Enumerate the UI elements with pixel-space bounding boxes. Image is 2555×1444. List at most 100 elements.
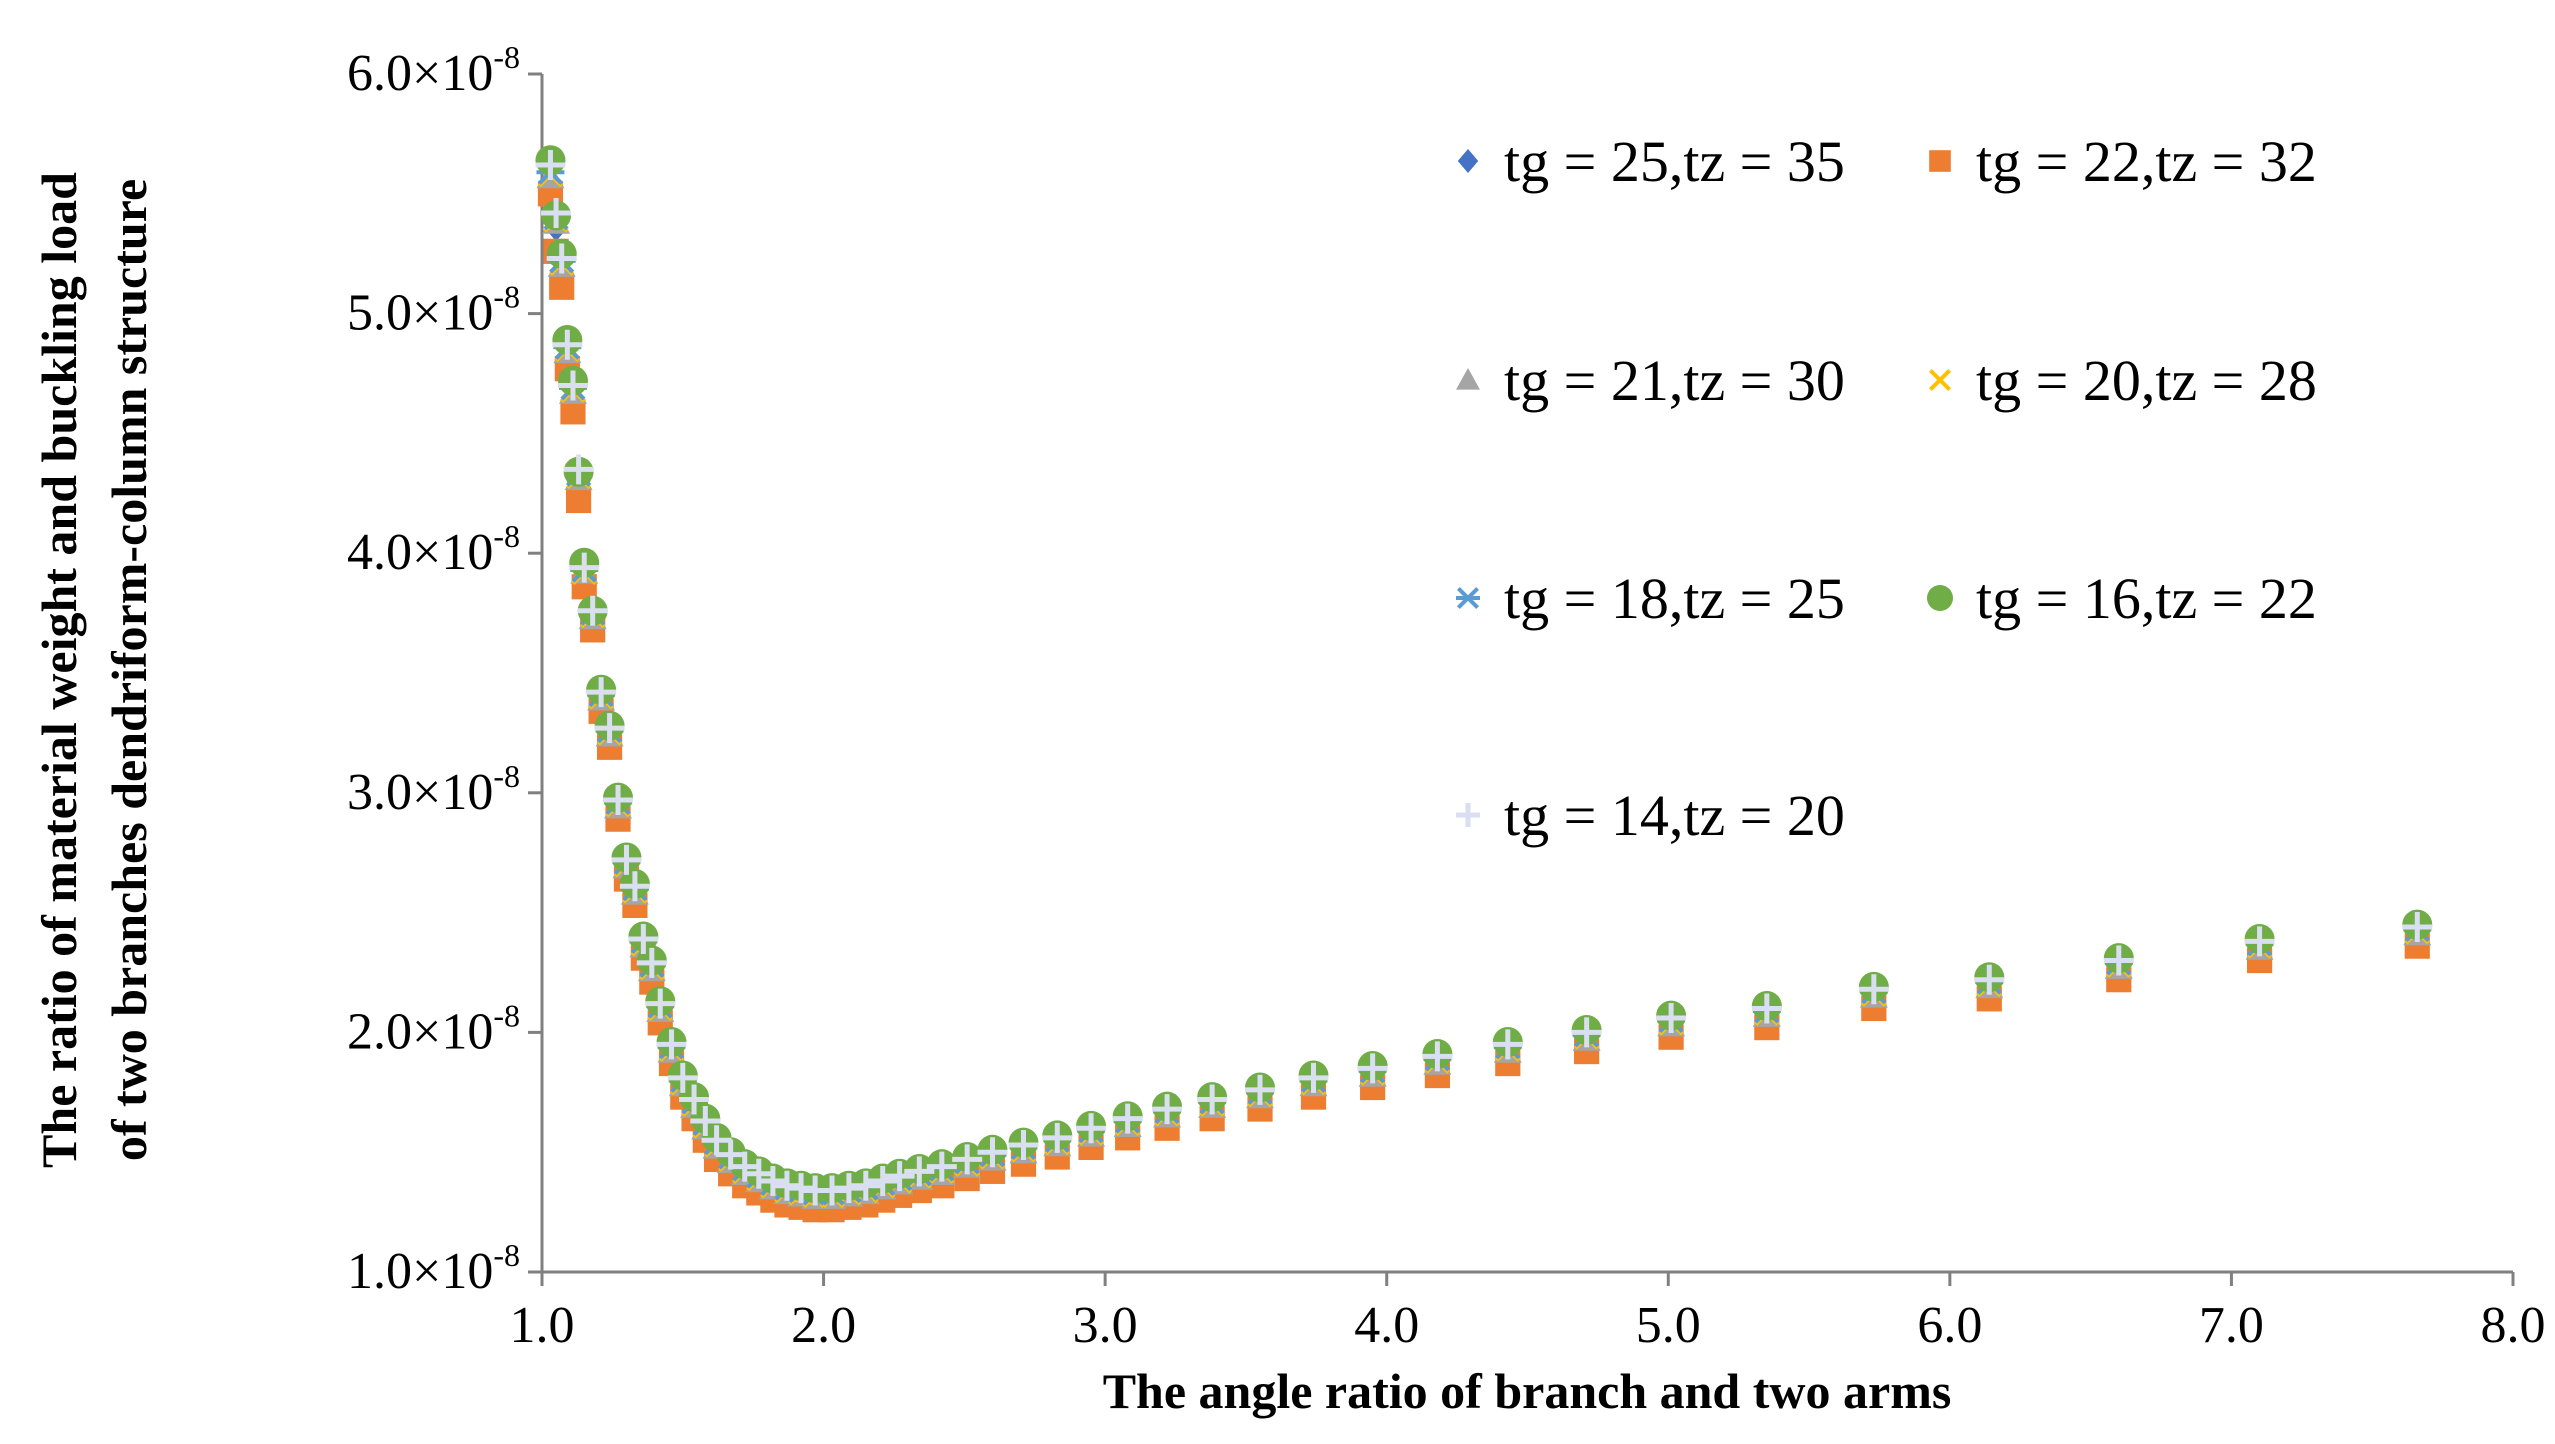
data-point [729,1151,760,1182]
data-point [1008,1130,1039,1161]
data-point [1751,993,1782,1024]
data-point [656,1029,687,1060]
data-point [586,677,617,708]
data-point [1112,1103,1143,1134]
x-tick-label: 7.0 [2199,1297,2264,1354]
data-points [535,145,2433,1223]
x-tick-label: 1.0 [510,1297,575,1354]
y-tick-label: 2.0×10-8 [347,997,520,1060]
data-point [679,1084,710,1115]
data-point [667,1062,698,1093]
data-point [977,1137,1008,1168]
y-tick-label: 3.0×10-8 [347,758,520,821]
data-point [552,329,583,360]
x-tick-label: 6.0 [1917,1297,1982,1354]
data-point [1571,1017,1602,1048]
y-axis-title-line-1: The ratio of material weight and bucklin… [31,172,87,1168]
data-point [535,150,566,181]
data-point [566,487,592,514]
data-point [1197,1084,1228,1115]
data-point [549,274,575,300]
series-square [537,181,2430,1223]
data-point [743,1158,774,1189]
data-point [594,713,625,744]
data-point [577,595,608,626]
data-point [2244,926,2275,957]
legend: tg = 25,tz = 35 tg = 22,tz = 32 tg = 21,tz… [1456,129,2317,848]
legend-marker-triangle [1456,368,1480,390]
legend-marker-circle [1927,585,1953,611]
x-tick-label: 5.0 [1636,1297,1701,1354]
series-triangle [536,163,2432,1209]
data-point [2103,945,2134,976]
series-star [536,159,2432,1206]
ticks [528,72,2515,1286]
data-point [645,988,676,1019]
data-point [2402,911,2433,942]
legend-item: tg = 18,tz = 25 [1456,566,1845,631]
data-point [1656,1003,1687,1034]
axes [540,74,2513,1274]
series-x [537,162,2430,1208]
legend-marker-square [1929,150,1951,172]
tick-labels: 1.0 2.0 3.0 4.0 5.0 6.0 7.0 8.0 1.0×10-8 2.0×10-8… [347,39,2545,1354]
series-plus [535,150,2433,1206]
data-point [1974,964,2005,995]
data-point [569,552,600,583]
data-point [563,454,594,485]
legend-label: tg = 25,tz = 35 [1504,129,1845,194]
data-point [1357,1053,1388,1084]
legend-label: tg = 22,tz = 32 [1976,129,2317,194]
data-point [1858,974,1889,1005]
data-point [850,1170,881,1201]
data-point [904,1156,935,1187]
legend-marker-diamond [1457,149,1479,173]
data-point [1298,1062,1329,1093]
data-point [701,1125,732,1156]
data-point [1422,1041,1453,1072]
x-tick-label: 2.0 [791,1297,856,1354]
x-tick-label: 4.0 [1354,1297,1419,1354]
data-point [1245,1074,1276,1105]
data-point [603,784,634,815]
y-tick-label: 5.0×10-8 [347,279,520,342]
legend-item: tg = 20,tz = 28 [1928,348,2317,413]
y-tick-label: 4.0×10-8 [347,518,520,581]
legend-item: tg = 25,tz = 35 [1457,129,1845,194]
y-axis-title-line-2: of two branches dendriform-column struct… [101,179,157,1161]
legend-item: tg = 22,tz = 32 [1929,129,2317,194]
legend-label: tg = 14,tz = 20 [1504,783,1845,848]
x-tick-label: 3.0 [1073,1297,1138,1354]
data-point [952,1144,983,1175]
data-point [867,1165,898,1196]
y-tick-label: 6.0×10-8 [347,39,520,102]
legend-label: tg = 16,tz = 22 [1976,566,2317,631]
data-point [557,370,588,401]
legend-item: tg = 21,tz = 30 [1456,348,1845,413]
data-point [1492,1029,1523,1060]
x-axis-title: The angle ratio of branch and two arms [1103,1363,1952,1419]
legend-label: tg = 21,tz = 30 [1504,348,1845,413]
series-diamond [538,170,2430,1215]
y-tick-label: 1.0×10-8 [347,1237,520,1300]
data-point [636,947,667,978]
data-point [541,197,572,228]
legend-marker-x [1928,368,1952,392]
data-point [628,923,659,954]
data-point [926,1151,957,1182]
data-point [757,1165,788,1196]
x-tick-label: 8.0 [2481,1297,2546,1354]
legend-marker-plus [1456,803,1480,827]
series-circle [535,145,2433,1204]
legend-item: tg = 16,tz = 22 [1927,566,2317,631]
data-point [619,871,650,902]
data-point [611,844,642,875]
data-point [690,1106,721,1137]
legend-label: tg = 20,tz = 28 [1976,348,2317,413]
data-point [1152,1094,1183,1125]
legend-label: tg = 18,tz = 25 [1504,566,1845,631]
data-point [1076,1113,1107,1144]
data-point [884,1161,915,1192]
data-point [1042,1122,1073,1153]
